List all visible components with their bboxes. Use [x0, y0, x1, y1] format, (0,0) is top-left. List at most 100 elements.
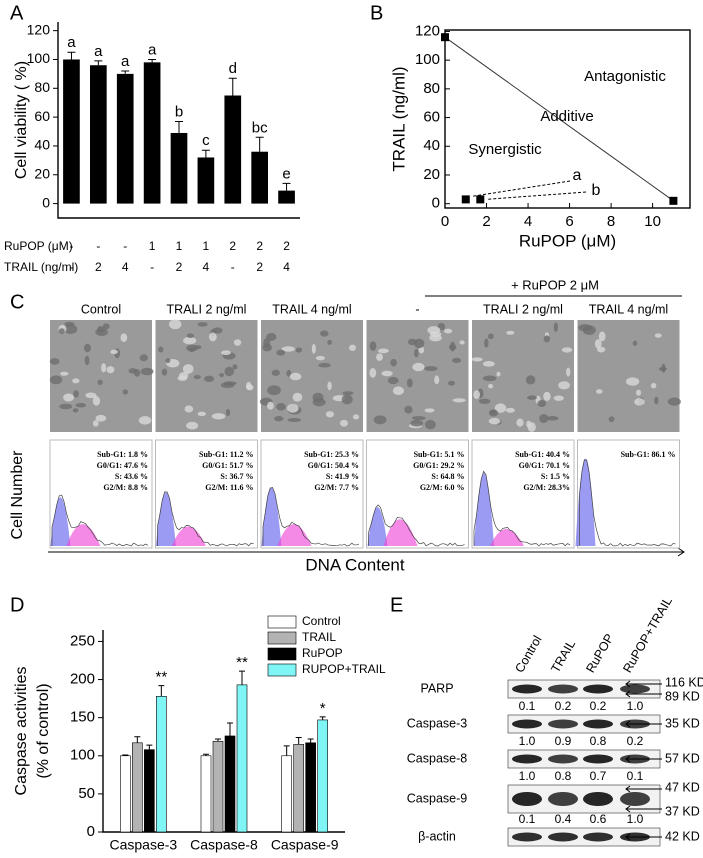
marker-arrow [625, 690, 662, 698]
cell [424, 408, 435, 413]
cell [582, 325, 596, 336]
marker-arrow [625, 680, 662, 688]
cell [287, 403, 299, 413]
cell [546, 416, 559, 421]
y-axis-label: Caspase activities [13, 667, 30, 796]
histogram-outline [262, 487, 360, 547]
cell [184, 405, 194, 413]
cell [318, 362, 331, 368]
error-bar [67, 51, 76, 60]
cell [186, 421, 199, 430]
cell [473, 390, 481, 400]
s-phase [277, 524, 312, 546]
x-tick-label: 8 [607, 213, 615, 230]
cell [245, 381, 252, 390]
condition-value: 2 [229, 239, 236, 253]
cell [92, 420, 99, 427]
significance-letter: bc [252, 119, 268, 136]
band [512, 832, 542, 842]
cell [373, 415, 387, 425]
cell [286, 369, 292, 377]
band [548, 684, 578, 694]
y-tick-label: 100 [70, 747, 95, 764]
y-tick-label: 50 [78, 785, 95, 802]
cell [418, 346, 425, 354]
cell [295, 347, 303, 353]
cell [83, 343, 91, 353]
bar [224, 735, 236, 833]
cell [204, 375, 215, 382]
bar [317, 719, 328, 833]
cell [262, 343, 273, 352]
g1-peak [474, 473, 494, 546]
blot-label: PARP [420, 681, 453, 695]
cell [49, 358, 60, 365]
error-bar [146, 744, 153, 750]
cell [312, 398, 326, 407]
cell [658, 366, 667, 372]
band [548, 832, 578, 842]
cell [178, 372, 189, 380]
cell [410, 419, 424, 427]
cell [161, 368, 168, 376]
x-tick-label: 2 [482, 213, 490, 230]
bar [120, 755, 131, 833]
cell-cycle-stat: Sub-G1: 25.3 % [304, 450, 359, 459]
cell [505, 407, 515, 413]
cell [482, 361, 495, 367]
cell [561, 347, 573, 353]
cell-cycle-stat: G0/G1: 51.7 % [202, 461, 253, 470]
cell [434, 375, 440, 385]
condition-value: - [69, 239, 73, 253]
cell-cycle-stat: Sub-G1: 86.1 % [621, 450, 676, 459]
cell [553, 395, 564, 401]
cell [625, 377, 640, 386]
cell [110, 349, 118, 355]
condition-label: TRAIL (ng/ml) [4, 260, 78, 274]
condition-value: - [231, 260, 235, 274]
condition-value: 4 [203, 260, 210, 274]
cell [63, 324, 78, 335]
error-bar [94, 60, 103, 66]
cell [292, 392, 303, 402]
error-bar [295, 736, 302, 745]
condition-value: 2 [256, 239, 263, 253]
cell [478, 398, 491, 404]
histogram-outline [157, 491, 254, 547]
cell [140, 367, 154, 376]
significance-letter: a [94, 43, 103, 60]
cell [543, 335, 551, 343]
ratio: 1.0 [519, 769, 536, 783]
error-bar [203, 753, 209, 756]
bar [236, 684, 248, 833]
cell-cycle-stat: G0/G1: 47.6 % [97, 461, 148, 470]
cell-cycle-stat: G2/M: 8.8 % [103, 483, 148, 492]
ratio: 1.0 [627, 812, 644, 826]
legend-label: TRAIL [302, 630, 336, 644]
error-bar [134, 736, 141, 743]
cell [566, 367, 571, 377]
cell [482, 375, 497, 382]
micrograph [155, 320, 258, 432]
cell [425, 419, 436, 430]
marker-label: 47 KD [665, 780, 700, 794]
cell [537, 400, 547, 408]
arrow [471, 180, 571, 197]
point [441, 33, 449, 42]
error-bar [255, 136, 264, 152]
cell [525, 375, 536, 385]
point [461, 195, 470, 204]
condition-value: 2 [283, 239, 290, 253]
annotation: Synergistic [468, 141, 542, 158]
band [548, 719, 578, 729]
legend-swatch [267, 647, 297, 661]
cell [223, 381, 237, 386]
panel-letter: E [390, 594, 403, 616]
cell [225, 408, 231, 417]
ratio: 0.6 [590, 812, 607, 826]
cell [327, 381, 332, 391]
ratio: 0.2 [555, 699, 572, 713]
band [583, 832, 613, 842]
bar [63, 59, 80, 204]
cell [390, 358, 397, 367]
